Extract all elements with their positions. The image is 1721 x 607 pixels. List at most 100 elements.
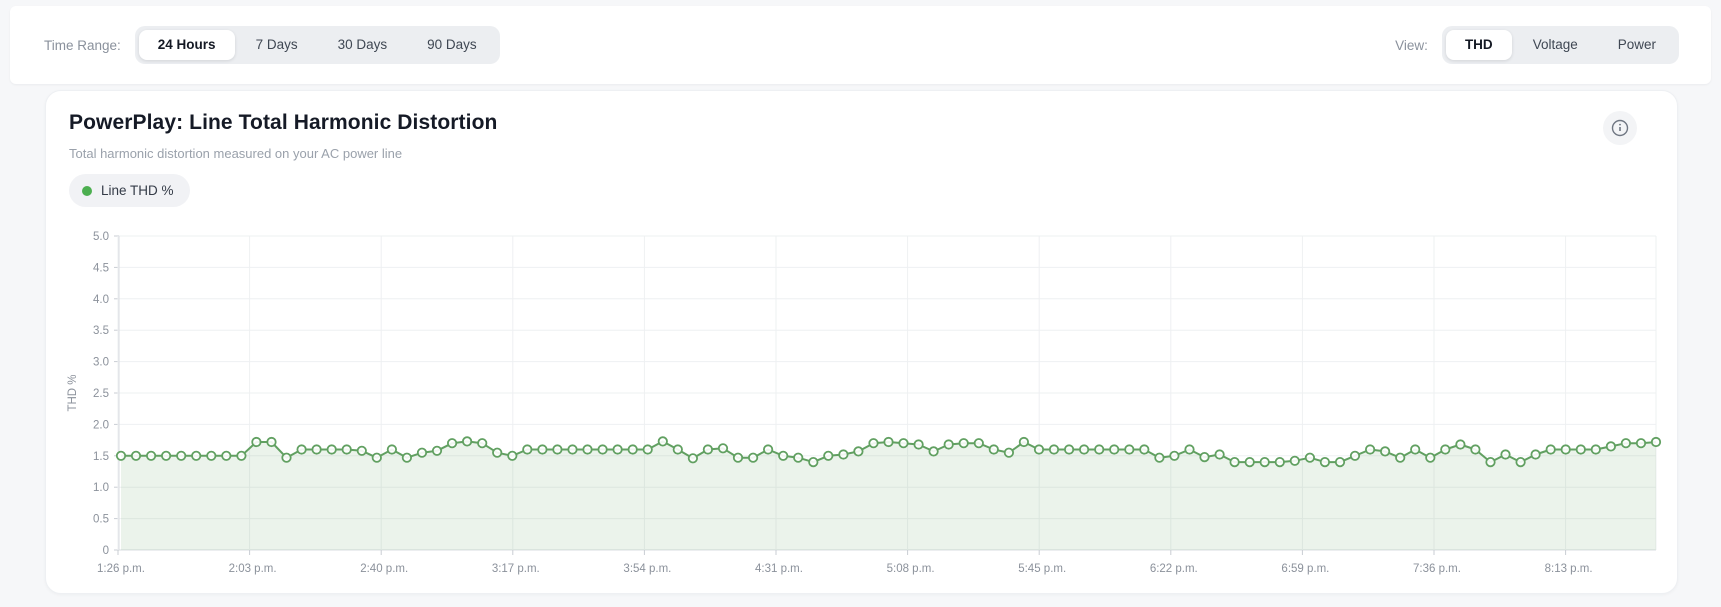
data-point[interactable] [130,450,142,461]
data-point[interactable] [567,444,578,455]
data-point[interactable] [898,438,909,449]
data-point[interactable] [552,444,563,455]
data-point[interactable] [868,438,879,449]
data-point[interactable] [958,438,969,449]
data-point[interactable] [1154,452,1165,463]
data-point[interactable] [1229,457,1240,468]
data-point[interactable] [1410,444,1421,455]
data-point[interactable] [1530,449,1541,460]
data-point[interactable] [582,444,593,455]
data-point[interactable] [1515,457,1526,468]
data-point[interactable] [537,444,548,455]
data-point[interactable] [1395,452,1406,463]
data-point[interactable] [717,443,729,454]
data-point[interactable] [838,449,849,460]
data-point[interactable] [191,450,202,461]
data-point[interactable] [371,452,382,463]
data-point[interactable] [672,444,683,455]
data-point[interactable] [1003,447,1015,458]
data-point[interactable] [973,438,984,449]
info-button[interactable] [1603,111,1637,145]
data-point[interactable] [356,445,367,456]
data-point[interactable] [236,450,247,461]
data-point[interactable] [883,436,894,448]
data-point[interactable] [146,450,157,461]
data-point[interactable] [1018,436,1030,448]
time-range-30-days-button[interactable]: 30 Days [319,30,407,60]
thd-line-chart[interactable]: 5.0 4.5 4.0 3.5 3.0 2.5 2.0 1.5 1.0 0.5 0 1:26 p.m.… [46,211,1679,591]
data-point[interactable] [266,436,277,448]
data-point[interactable] [1485,457,1496,468]
data-point[interactable] [1289,455,1300,466]
legend-item-line-thd[interactable]: Line THD % [69,174,190,207]
data-point[interactable] [988,444,999,455]
data-point[interactable] [1214,449,1225,460]
data-point[interactable] [853,446,864,457]
data-point[interactable] [1440,444,1451,455]
view-thd-button[interactable]: THD [1445,30,1512,60]
data-point[interactable] [943,439,954,450]
data-point[interactable] [1079,444,1090,455]
data-point[interactable] [1199,452,1210,463]
data-point[interactable] [642,444,653,455]
data-point[interactable] [251,436,262,448]
time-range-24-hours-button[interactable]: 24 Hours [138,30,235,60]
view-voltage-button[interactable]: Voltage [1514,30,1597,60]
data-point[interactable] [115,450,127,461]
data-point[interactable] [1605,441,1617,452]
data-point[interactable] [1650,436,1662,448]
data-point[interactable] [311,444,322,455]
data-point[interactable] [1470,444,1481,455]
view-power-button[interactable]: Power [1599,30,1675,60]
data-point[interactable] [793,452,804,463]
data-point[interactable] [1590,444,1601,455]
time-range-90-days-button[interactable]: 90 Days [408,30,496,60]
time-range-7-days-button[interactable]: 7 Days [237,30,317,60]
data-point[interactable] [702,444,714,455]
data-point[interactable] [808,457,819,468]
data-point[interactable] [1620,438,1632,449]
data-point[interactable] [778,450,789,461]
data-point[interactable] [687,453,699,464]
data-point[interactable] [446,438,458,449]
data-point[interactable] [1139,444,1150,455]
data-point[interactable] [1545,444,1556,455]
data-point[interactable] [1349,450,1361,461]
data-point[interactable] [1635,438,1647,449]
data-point[interactable] [1094,444,1105,455]
data-point[interactable] [416,447,428,458]
data-point[interactable] [657,436,668,447]
data-point[interactable] [1560,444,1571,455]
data-point[interactable] [1109,444,1120,455]
data-point[interactable] [221,450,232,461]
data-point[interactable] [1048,444,1060,455]
data-point[interactable] [522,444,533,455]
data-point[interactable] [823,450,834,461]
data-point[interactable] [762,444,774,455]
data-point[interactable] [747,452,759,463]
data-point[interactable] [477,438,488,449]
data-point[interactable] [1184,444,1195,455]
data-point[interactable] [1063,444,1075,455]
data-point[interactable] [1124,444,1135,455]
data-point[interactable] [732,452,744,463]
data-point[interactable] [627,444,638,455]
data-point[interactable] [913,439,924,450]
data-point[interactable] [1304,452,1316,463]
data-point[interactable] [1575,444,1586,455]
data-point[interactable] [1334,457,1346,468]
data-point[interactable] [1244,457,1255,468]
data-point[interactable] [1319,457,1331,468]
data-point[interactable] [296,444,307,455]
data-point[interactable] [281,452,292,463]
data-point[interactable] [1274,457,1285,468]
data-point[interactable] [431,445,443,456]
data-point[interactable] [1259,457,1270,468]
data-point[interactable] [1033,444,1045,455]
data-point[interactable] [206,450,217,461]
data-point[interactable] [341,444,352,455]
data-point[interactable] [597,444,608,455]
data-point[interactable] [1169,450,1180,461]
data-point[interactable] [176,450,187,461]
data-point[interactable] [492,447,503,458]
